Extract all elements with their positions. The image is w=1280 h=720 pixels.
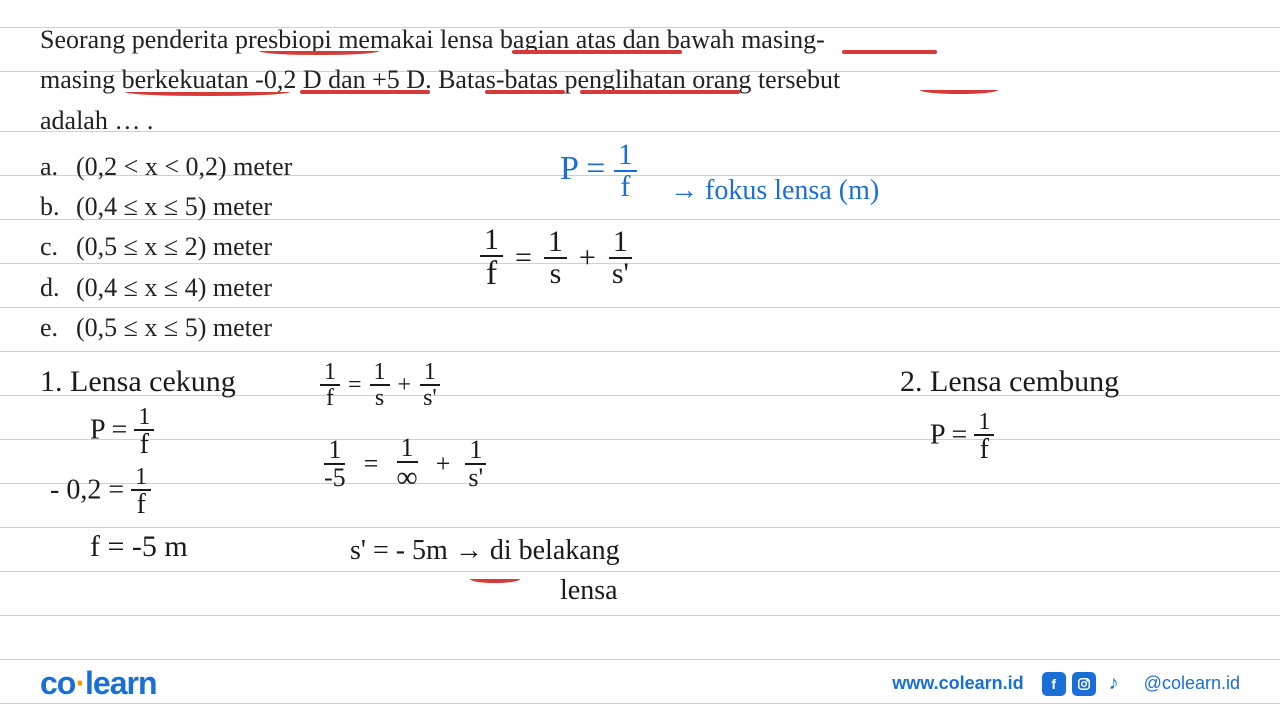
red-underline — [580, 90, 740, 94]
option-d: d. (0,4 ≤ x ≤ 4) meter — [40, 268, 1240, 308]
hw-num: 1 — [370, 360, 390, 386]
hw-s2-p: P = 1f — [930, 410, 994, 464]
hw-den: f — [976, 436, 993, 464]
hw-s1-sub: 1-5 = 1∞ + 1s' — [320, 435, 487, 493]
option-text: (0,5 ≤ x ≤ 5) meter — [76, 308, 272, 348]
hw-text: P = — [930, 419, 967, 450]
option-e: e. (0,5 ≤ x ≤ 5) meter — [40, 308, 1240, 348]
option-text: (0,4 ≤ x ≤ 5) meter — [76, 187, 272, 227]
hw-section1-title: 1. Lensa cekung — [40, 365, 236, 399]
hw-den: s' — [608, 259, 633, 289]
hw-den: ∞ — [392, 463, 421, 493]
hw-num: 1 — [320, 360, 340, 386]
hw-den: f — [616, 172, 634, 202]
logo-dot-icon: · — [75, 665, 85, 701]
option-a: a. (0,2 < x < 0,2) meter — [40, 147, 1240, 187]
hw-num: 1 — [131, 465, 151, 491]
hw-num: 1 — [397, 435, 418, 463]
hw-eq: = — [364, 449, 379, 479]
facebook-icon[interactable]: f — [1042, 672, 1066, 696]
hw-num: 1 — [544, 227, 567, 259]
option-label: e. — [40, 308, 76, 348]
option-b: b. (0,4 ≤ x ≤ 5) meter — [40, 187, 1240, 227]
option-text: (0,2 < x < 0,2) meter — [76, 147, 292, 187]
logo-learn: learn — [85, 665, 156, 701]
hw-s1-frac: 1f = 1s + 1s' — [320, 360, 441, 410]
hw-arrow-note: → fokus lensa (m) — [670, 175, 879, 207]
main-content: Seorang penderita presbiopi memakai lens… — [0, 0, 1280, 368]
hw-den: s' — [419, 386, 441, 410]
red-underline — [485, 90, 565, 94]
hw-den: f — [322, 386, 338, 410]
q-text: adalah … . — [40, 101, 1240, 141]
red-underline — [125, 88, 290, 96]
q-text: tersebut — [751, 65, 840, 94]
hw-den: s' — [464, 465, 487, 491]
red-underline — [920, 86, 998, 94]
option-label: a. — [40, 147, 76, 187]
hw-num: 1 — [134, 405, 154, 431]
hw-den: s — [371, 386, 388, 410]
hw-eq: = — [515, 241, 532, 275]
footer-right: www.colearn.id f ♪ @colearn.id — [892, 672, 1240, 696]
hw-plus: + — [398, 372, 412, 399]
logo: co·learn — [40, 665, 156, 702]
red-underline — [470, 575, 520, 583]
hw-num: 1 — [465, 437, 486, 465]
hw-text: fokus lensa (m) — [705, 175, 879, 206]
hw-den: s — [546, 259, 566, 289]
hw-num: 1 — [974, 410, 994, 436]
hw-s1-f: f = -5 m — [90, 530, 188, 564]
hw-den: f — [482, 257, 501, 291]
hw-s1-result2: lensa — [560, 575, 618, 607]
hw-num: 1 — [420, 360, 440, 386]
hw-num: 1 — [614, 140, 637, 172]
hw-plus: + — [579, 241, 596, 275]
tiktok-icon[interactable]: ♪ — [1102, 672, 1126, 696]
hw-plus: + — [436, 449, 451, 479]
option-label: c. — [40, 227, 76, 267]
red-underline — [259, 47, 379, 55]
hw-num: 1 — [324, 437, 345, 465]
logo-co: co — [40, 665, 75, 701]
hw-den: f — [136, 431, 153, 459]
q-text: masing — [40, 65, 122, 94]
website-link[interactable]: www.colearn.id — [892, 673, 1023, 694]
red-underline — [512, 50, 682, 54]
hw-text: P = — [560, 150, 605, 187]
hw-s1-p: P = 1f — [90, 405, 154, 459]
arrow-icon: → — [670, 175, 698, 206]
hw-p-formula: P = 1 f — [560, 140, 637, 202]
hw-den: -5 — [320, 465, 350, 491]
option-text: (0,4 ≤ x ≤ 4) meter — [76, 268, 272, 308]
hw-num: 1 — [609, 227, 632, 259]
question-text: Seorang penderita presbiopi memakai lens… — [40, 20, 1240, 141]
option-label: b. — [40, 187, 76, 227]
options-list: a. (0,2 < x < 0,2) meter b. (0,4 ≤ x ≤ 5… — [40, 147, 1240, 348]
footer: co·learn www.colearn.id f ♪ @colearn.id — [40, 665, 1240, 702]
hw-text: - 0,2 = — [50, 474, 124, 505]
option-c: c. (0,5 ≤ x ≤ 2) meter — [40, 227, 1240, 267]
hw-section2-title: 2. Lensa cembung — [900, 365, 1119, 399]
hw-den: f — [132, 491, 149, 519]
hw-s1-result: s' = - 5m → di belakang — [350, 535, 620, 567]
hw-eq: = — [348, 372, 362, 399]
q-text: masing- — [735, 25, 825, 54]
red-underline — [842, 50, 937, 54]
hw-num: 1 — [480, 225, 503, 257]
q-text: Seorang penderita — [40, 25, 235, 54]
social-handle: @colearn.id — [1144, 673, 1240, 694]
instagram-icon[interactable] — [1072, 672, 1096, 696]
hw-lens-formula: 1f = 1s + 1s' — [480, 225, 633, 291]
option-label: d. — [40, 268, 76, 308]
social-icons: f ♪ — [1042, 672, 1126, 696]
red-underline — [300, 90, 430, 94]
option-text: (0,5 ≤ x ≤ 2) meter — [76, 227, 272, 267]
hw-text: P = — [90, 414, 127, 445]
hw-s1-eq: - 0,2 = 1f — [50, 465, 151, 519]
